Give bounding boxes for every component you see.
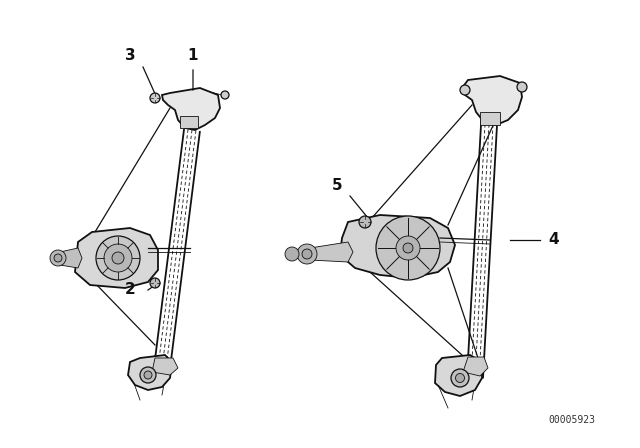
Polygon shape xyxy=(180,116,198,128)
Circle shape xyxy=(460,85,470,95)
Circle shape xyxy=(456,374,465,383)
Circle shape xyxy=(451,369,469,387)
Polygon shape xyxy=(152,358,178,375)
Circle shape xyxy=(104,244,132,272)
Polygon shape xyxy=(340,215,455,278)
Circle shape xyxy=(54,254,62,262)
Circle shape xyxy=(403,243,413,253)
Text: 4: 4 xyxy=(548,233,559,247)
Polygon shape xyxy=(462,76,522,125)
Text: 2: 2 xyxy=(125,283,136,297)
Text: 3: 3 xyxy=(125,47,135,63)
Circle shape xyxy=(376,216,440,280)
Circle shape xyxy=(50,250,66,266)
Circle shape xyxy=(221,91,229,99)
Circle shape xyxy=(150,278,160,288)
Circle shape xyxy=(359,216,371,228)
Text: 5: 5 xyxy=(332,177,342,193)
Circle shape xyxy=(150,93,160,103)
Polygon shape xyxy=(128,355,172,390)
Text: 1: 1 xyxy=(188,47,198,63)
Circle shape xyxy=(96,236,140,280)
Polygon shape xyxy=(435,355,482,396)
Circle shape xyxy=(297,244,317,264)
Text: 00005923: 00005923 xyxy=(548,415,595,425)
Polygon shape xyxy=(75,228,158,288)
Polygon shape xyxy=(310,242,353,262)
Circle shape xyxy=(517,82,527,92)
Polygon shape xyxy=(162,88,220,130)
Circle shape xyxy=(140,367,156,383)
Circle shape xyxy=(144,371,152,379)
Circle shape xyxy=(285,247,299,261)
Polygon shape xyxy=(480,112,500,125)
Polygon shape xyxy=(60,248,82,268)
Circle shape xyxy=(112,252,124,264)
Polygon shape xyxy=(463,357,488,376)
Circle shape xyxy=(396,236,420,260)
Circle shape xyxy=(302,249,312,259)
